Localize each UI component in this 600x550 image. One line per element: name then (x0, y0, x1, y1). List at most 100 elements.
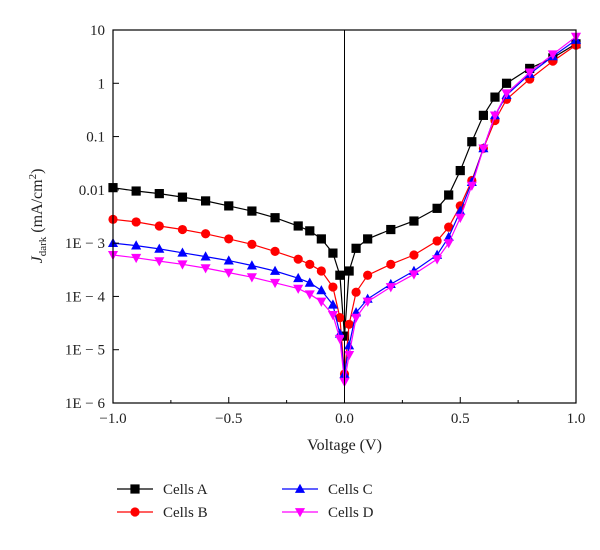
data-point-cells-d (524, 68, 535, 78)
data-point-cells-c (304, 277, 315, 287)
data-point-cells-c (200, 251, 211, 261)
y-axis-ticks: 10 1 0.1 0.01 1E − 3 1E − 4 1E − 5 1E − 6 (65, 23, 119, 412)
data-point-cells-b (386, 259, 396, 269)
y-tick-label: 0.01 (79, 183, 105, 199)
data-point-cells-d (246, 273, 257, 283)
series-cells-d (107, 32, 582, 388)
y-tick-label: 1E − 3 (65, 236, 105, 252)
data-point-cells-d (200, 264, 211, 274)
legend-item-cells-a: Cells A (117, 482, 208, 498)
x-tick-label: 0.0 (335, 411, 354, 427)
legend-item-cells-b: Cells B (117, 505, 208, 521)
data-point-cells-a (344, 266, 354, 276)
data-point-cells-a (154, 189, 164, 199)
data-point-cells-d (154, 257, 165, 267)
data-point-cells-b (305, 259, 315, 269)
data-point-cells-b (344, 319, 354, 329)
data-point-cells-b (270, 246, 280, 256)
x-tick-label: −1.0 (99, 411, 126, 427)
data-point-cells-d (362, 297, 373, 307)
data-point-cells-a (490, 92, 500, 102)
data-point-cells-b (247, 239, 257, 249)
legend-label: Cells A (163, 482, 208, 498)
data-point-cells-b (409, 250, 419, 260)
legend-label: Cells B (163, 505, 208, 521)
data-point-cells-a (270, 213, 280, 223)
data-point-cells-a (444, 190, 454, 200)
data-point-cells-a (351, 243, 361, 253)
data-point-cells-d (351, 313, 362, 323)
data-point-cells-c (131, 240, 142, 250)
data-point-cells-a (293, 221, 303, 231)
data-point-cells-a (455, 165, 465, 176)
x-axis-ticks: −1.0 −0.5 0.0 0.5 1.0 (99, 397, 585, 427)
data-point-cells-d (327, 310, 338, 321)
data-point-cells-d (489, 111, 501, 121)
legend-item-cells-c: Cells C (282, 482, 373, 498)
y-axis-label: Jdark (mA/cm2) (27, 169, 49, 264)
legend-marker (130, 507, 140, 517)
data-point-cells-d (177, 260, 188, 270)
data-point-cells-b (328, 282, 338, 292)
data-point-cells-c (316, 285, 327, 295)
y-tick-label: 1E − 5 (65, 343, 105, 359)
legend-marker (294, 483, 306, 493)
data-point-cells-d (223, 268, 234, 278)
data-point-cells-a (177, 192, 188, 202)
data-point-cells-a (525, 63, 535, 74)
data-point-cells-c (154, 243, 165, 253)
data-point-cells-a (409, 216, 419, 226)
data-point-cells-d (131, 253, 142, 264)
legend-label: Cells C (328, 482, 373, 498)
data-point-cells-c (246, 260, 257, 270)
data-point-cells-a (328, 248, 338, 258)
data-point-cells-d (443, 239, 454, 249)
data-point-cells-d (547, 50, 558, 60)
data-point-cells-c (327, 299, 338, 309)
data-point-cells-b (177, 224, 188, 235)
x-tick-label: −0.5 (215, 411, 242, 427)
data-point-cells-a (335, 270, 345, 280)
data-point-cells-b (131, 217, 141, 227)
y-axis-label-subscript: dark (37, 236, 49, 256)
y-axis-label-unit-superscript: 2 (27, 174, 39, 180)
legend-marker (130, 484, 140, 494)
data-point-cells-c (293, 272, 304, 283)
y-tick-label: 1E − 6 (65, 396, 106, 412)
data-point-cells-c (344, 340, 355, 350)
data-point-cells-c (455, 205, 466, 215)
y-tick-label: 1E − 4 (65, 289, 106, 305)
data-point-cells-d (455, 213, 466, 224)
data-point-cells-a (478, 110, 488, 120)
data-point-cells-a (501, 78, 512, 88)
y-tick-label: 1 (98, 76, 106, 92)
legend: Cells A Cells B Cells C Cells D (117, 482, 374, 521)
data-point-cells-a (432, 203, 442, 213)
data-point-cells-a (467, 137, 477, 147)
x-tick-label: 0.5 (451, 411, 470, 427)
data-point-cells-a (386, 224, 396, 235)
legend-item-cells-d: Cells D (282, 505, 374, 521)
legend-label: Cells D (328, 505, 374, 521)
data-point-cells-b (432, 236, 442, 246)
data-point-cells-a (316, 234, 326, 244)
data-point-cells-b (224, 234, 234, 244)
legend-marker (294, 508, 306, 518)
data-point-cells-b (154, 221, 164, 231)
y-tick-label: 0.1 (86, 130, 105, 146)
data-point-cells-b (444, 222, 454, 232)
data-point-cells-b (363, 270, 373, 280)
y-axis-label-unit: (mA/cm (29, 179, 46, 237)
data-point-cells-d (304, 290, 315, 300)
data-point-cells-b (201, 229, 211, 239)
data-point-cells-a (131, 186, 141, 196)
data-point-cells-a (363, 234, 373, 244)
series-layer (107, 32, 582, 388)
y-tick-label: 10 (90, 23, 105, 39)
y-axis-label-unit-close: ) (29, 169, 46, 174)
data-point-cells-d (408, 270, 420, 280)
data-point-cells-c (269, 265, 281, 275)
data-point-cells-d (432, 255, 443, 265)
data-point-cells-a (224, 201, 234, 211)
